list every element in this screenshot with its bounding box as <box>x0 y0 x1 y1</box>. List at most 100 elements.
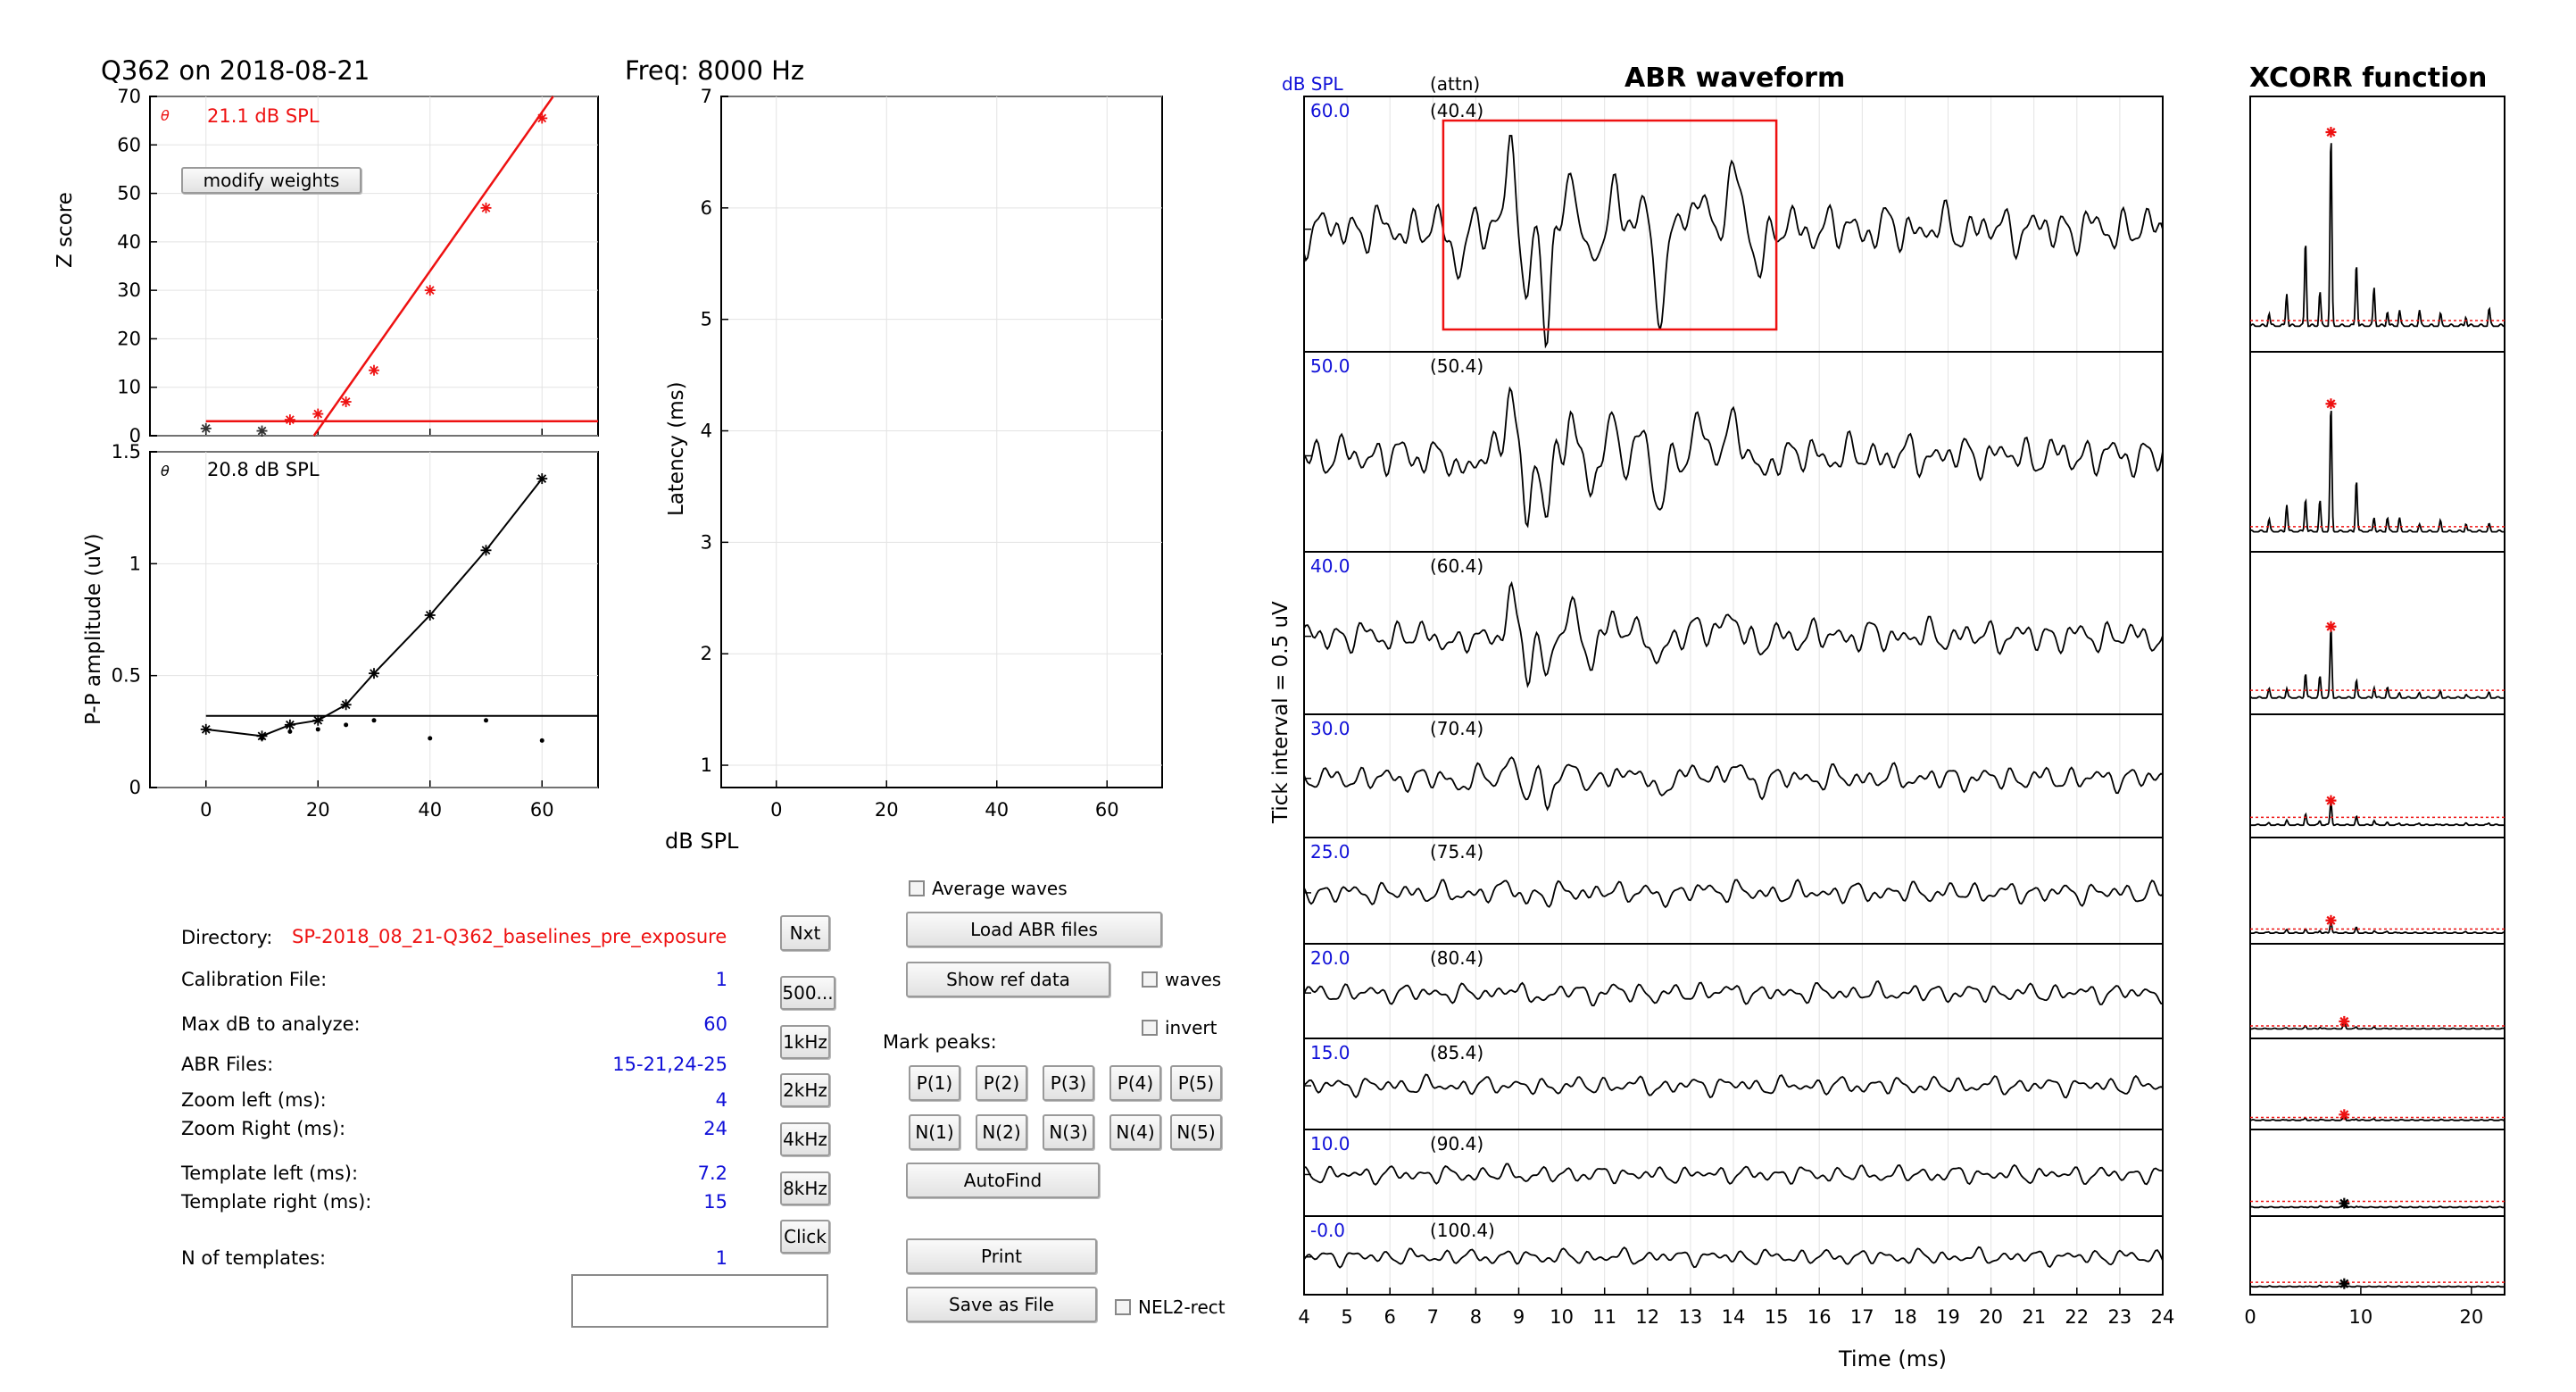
pp-point <box>424 609 436 621</box>
latency-ytick-label: 1 <box>701 754 712 776</box>
invert-box[interactable] <box>1142 1020 1158 1036</box>
calibration-file-value[interactable]: 1 <box>715 969 727 990</box>
freq-1khz-button[interactable]: 1kHz <box>780 1025 830 1059</box>
latency-ytick-label: 5 <box>701 309 712 330</box>
peak-p5-button[interactable]: P(5) <box>1170 1065 1222 1101</box>
abr-row-attn-label: (60.4) <box>1430 555 1484 577</box>
zoom-left-value[interactable]: 4 <box>715 1089 727 1111</box>
xcorr-row-frame <box>2249 1215 2505 1296</box>
pp-noise-point <box>315 727 320 732</box>
abr-waveform-title: ABR waveform <box>1625 63 1846 94</box>
peak-n5-button[interactable]: N(5) <box>1170 1114 1222 1150</box>
abr-waveform-trace <box>1303 1246 2164 1269</box>
n-templates-value[interactable]: 1 <box>715 1247 727 1269</box>
abr-row-frame <box>1303 1215 2164 1296</box>
xcorr-trace <box>2249 1113 2505 1121</box>
click-button[interactable]: Click <box>780 1220 830 1254</box>
freq-4khz-button[interactable]: 4kHz <box>780 1122 830 1156</box>
zscore-ytick-label: 70 <box>117 86 141 107</box>
modify-weights-button[interactable]: modify weights <box>181 167 361 194</box>
abr-xlabel: Time (ms) <box>1839 1346 1947 1371</box>
abr-files-value[interactable]: 15-21,24-25 <box>612 1054 727 1075</box>
pp-noise-point <box>539 738 544 743</box>
pp-point <box>480 545 492 556</box>
template-left-value[interactable]: 7.2 <box>697 1163 727 1184</box>
abr-row-attn-label: (90.4) <box>1430 1133 1484 1154</box>
abr-row-db-label: 15.0 <box>1310 1042 1350 1063</box>
show-ref-data-button[interactable]: Show ref data <box>906 962 1110 997</box>
latency-ytick-label: 4 <box>701 421 712 442</box>
peak-n1-button[interactable]: N(1) <box>909 1114 960 1150</box>
freq-8khz-button[interactable]: 8kHz <box>780 1171 830 1205</box>
zscore-point <box>536 113 548 124</box>
n-templates-label: N of templates: <box>181 1247 327 1269</box>
abr-row-db-label: 40.0 <box>1310 555 1350 577</box>
command-text-input[interactable] <box>571 1274 828 1328</box>
zscore-point <box>369 364 379 376</box>
save-as-file-button[interactable]: Save as File <box>906 1287 1097 1322</box>
template-left-label: Template left (ms): <box>181 1163 359 1184</box>
xcorr-xtick-label: 10 <box>2349 1306 2373 1328</box>
abr-row-db-label: 60.0 <box>1310 100 1350 121</box>
freq-2khz-button[interactable]: 2kHz <box>780 1073 830 1107</box>
peak-p4-button[interactable]: P(4) <box>1109 1065 1161 1101</box>
abr-waveform-trace <box>1303 386 2164 529</box>
average-waves-checkbox[interactable]: Average waves <box>909 878 1068 899</box>
abr-waveform-trace <box>1303 580 2164 688</box>
next-button[interactable]: Nxt <box>780 915 830 951</box>
xcorr-peak-marker <box>2325 398 2337 410</box>
max-db-value[interactable]: 60 <box>703 1013 727 1035</box>
zoom-right-value[interactable]: 24 <box>703 1118 727 1139</box>
zscore-point <box>312 408 324 420</box>
pp-xtick-label: 60 <box>530 799 554 821</box>
abr-xtick-label: 10 <box>1550 1306 1574 1328</box>
peak-n2-button[interactable]: N(2) <box>976 1114 1027 1150</box>
peak-n4-button[interactable]: N(4) <box>1109 1114 1161 1150</box>
pp-theta-label: θ <box>161 463 170 479</box>
directory-value[interactable]: SP-2018_08_21-Q362_baselines_pre_exposur… <box>292 926 727 947</box>
pp-noise-point <box>484 718 488 723</box>
abr-row-attn-label: (70.4) <box>1430 718 1484 739</box>
abr-xtick-label: 9 <box>1513 1306 1525 1328</box>
zoom-left-label: Zoom left (ms): <box>181 1089 327 1111</box>
zscore-svg: 0 10 20 30 40 50 60 70 <box>117 86 599 446</box>
xcorr-peak-marker <box>2339 1278 2350 1289</box>
average-waves-box[interactable] <box>909 880 925 896</box>
pp-point <box>369 668 379 679</box>
abr-xtick-label: 21 <box>2022 1306 2046 1328</box>
abr-row-db-label: 50.0 <box>1310 355 1350 377</box>
abr-row-db-label: 10.0 <box>1310 1133 1350 1154</box>
autofind-button[interactable]: AutoFind <box>906 1163 1100 1198</box>
abr-xtick-label: 19 <box>1936 1306 1960 1328</box>
peak-p3-button[interactable]: P(3) <box>1043 1065 1094 1101</box>
waves-checkbox[interactable]: waves <box>1142 969 1221 990</box>
xcorr-row-frame <box>2249 837 2505 945</box>
abr-row-db-label: -0.0 <box>1310 1220 1346 1241</box>
invert-checkbox[interactable]: invert <box>1142 1017 1217 1038</box>
abr-xtick-label: 11 <box>1592 1306 1616 1328</box>
latency-xtick-label: 40 <box>985 799 1009 821</box>
zscore-plot: 0 10 20 30 40 50 60 70 θ 21.1 dB SPL Z score mo… <box>0 0 625 446</box>
template-right-value[interactable]: 15 <box>703 1191 727 1213</box>
peak-n3-button[interactable]: N(3) <box>1043 1114 1094 1150</box>
zscore-point <box>284 414 295 426</box>
nel2-rect-checkbox[interactable]: NEL2-rect <box>1115 1296 1226 1318</box>
peak-p2-button[interactable]: P(2) <box>976 1065 1027 1101</box>
zscore-point <box>424 285 436 296</box>
pp-noise-point <box>204 727 209 732</box>
waves-box[interactable] <box>1142 971 1158 988</box>
nel2-rect-box[interactable] <box>1115 1299 1131 1315</box>
abr-xtick-label: 7 <box>1427 1306 1439 1328</box>
pp-xtick-label: 40 <box>418 799 442 821</box>
max-db-label: Max dB to analyze: <box>181 1013 361 1035</box>
abr-xtick-label: 16 <box>1807 1306 1832 1328</box>
pp-ytick-label: 1.5 <box>112 441 141 463</box>
xcorr-title: XCORR function <box>2249 63 2488 94</box>
peak-p1-button[interactable]: P(1) <box>909 1065 960 1101</box>
xcorr-peak-marker <box>2325 914 2337 926</box>
freq-500-button[interactable]: 500... <box>780 976 835 1010</box>
load-abr-files-button[interactable]: Load ABR files <box>906 912 1162 947</box>
pp-xtick-label: 20 <box>306 799 330 821</box>
print-button[interactable]: Print <box>906 1238 1097 1274</box>
